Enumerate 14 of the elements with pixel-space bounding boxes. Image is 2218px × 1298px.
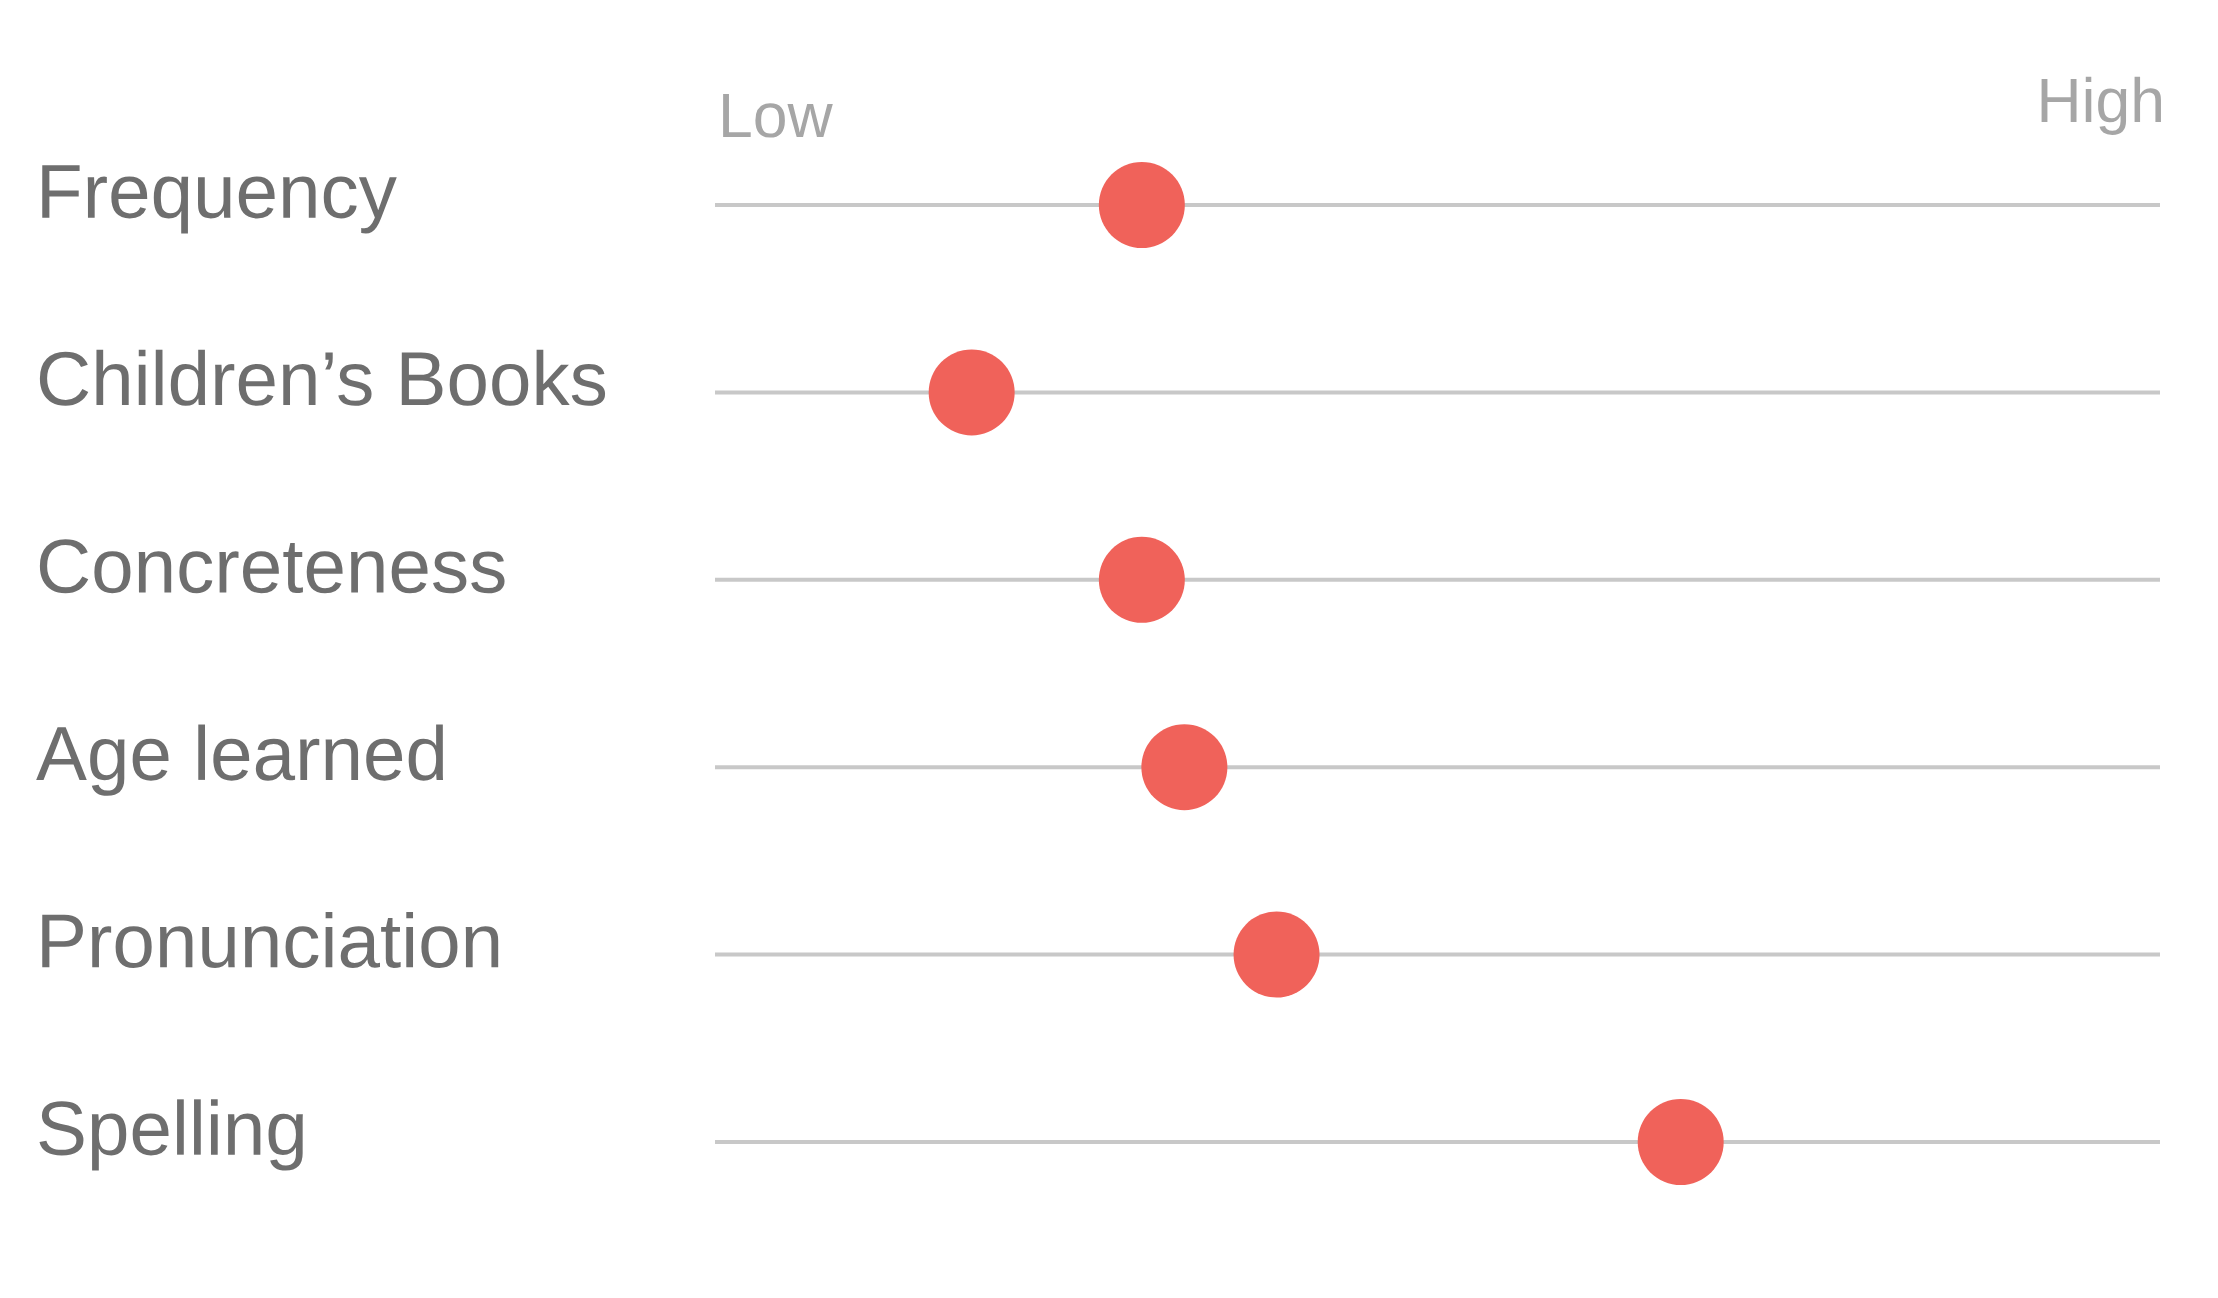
point (928, 349, 1015, 436)
point (1141, 724, 1228, 811)
point (1637, 1099, 1724, 1185)
point (1098, 536, 1185, 623)
y-tick-label: Pronunciation (42, 911, 499, 969)
y-tick-label: Age learned (36, 724, 444, 796)
y-tick-label: Concreteness (39, 539, 505, 594)
y-tick-label: Children’s Books (39, 349, 606, 406)
text: High (2041, 76, 2161, 135)
point (1233, 911, 1320, 998)
y-tick-label: Spelling (39, 1099, 303, 1171)
y-tick-label: Frequency (42, 165, 397, 234)
point (1098, 162, 1185, 248)
text: Low (723, 94, 833, 138)
